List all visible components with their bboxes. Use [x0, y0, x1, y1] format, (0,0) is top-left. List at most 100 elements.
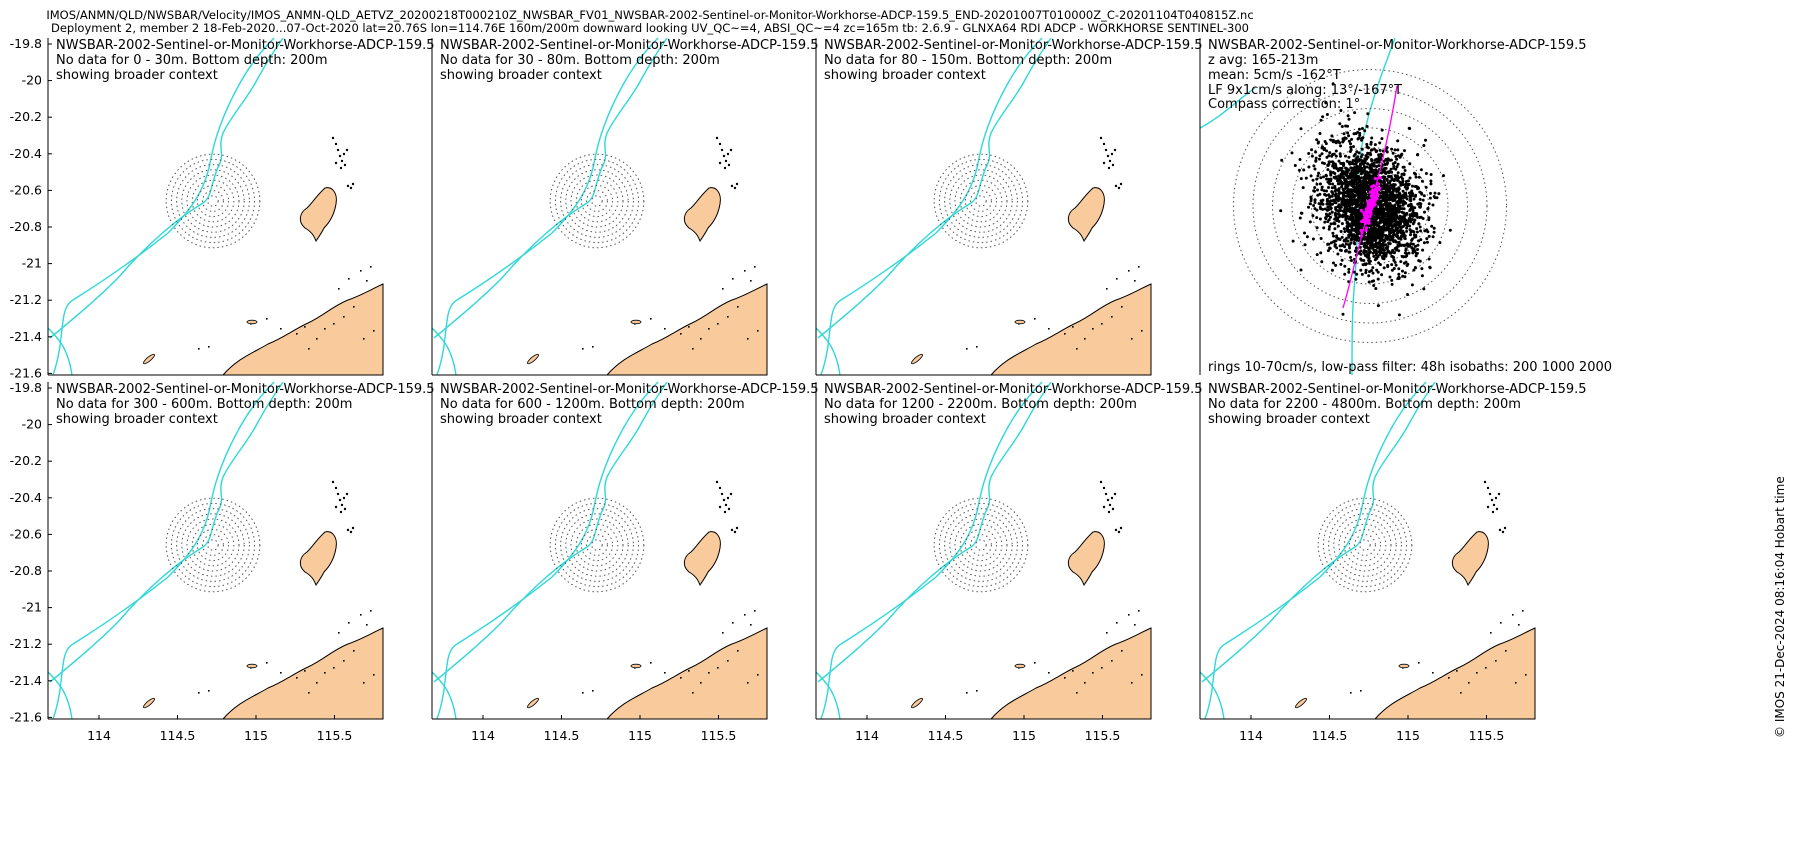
velocity-point	[1381, 233, 1385, 236]
islet	[1104, 492, 1108, 496]
reef-dot	[1131, 338, 1133, 340]
velocity-point	[1414, 193, 1418, 197]
speed-ring	[170, 502, 256, 588]
velocity-point	[1429, 191, 1432, 195]
velocity-point	[1350, 178, 1354, 182]
velocity-point	[1344, 249, 1348, 253]
velocity-point	[1382, 225, 1386, 229]
velocity-point	[1365, 142, 1369, 146]
velocity-point	[1333, 222, 1337, 226]
velocity-point	[1363, 129, 1367, 133]
reef-dot	[708, 672, 710, 674]
velocity-point	[1368, 167, 1372, 170]
velocity-point	[1316, 193, 1320, 197]
islet	[718, 161, 722, 165]
isobath-line-1	[52, 381, 275, 720]
velocity-point	[1382, 266, 1386, 270]
islet	[726, 496, 730, 500]
panel-line-2: z avg: 165-213m	[1208, 53, 1318, 68]
velocity-point	[1398, 180, 1402, 184]
velocity-point	[1360, 147, 1364, 151]
velocity-point	[1347, 139, 1351, 143]
map-panel-2: NWSBAR-2002-Sentinel-or-Monitor-Workhors…	[431, 37, 819, 376]
velocity-point	[1328, 225, 1331, 229]
reef-dot	[727, 316, 729, 318]
velocity-point	[1404, 220, 1408, 224]
velocity-point	[1403, 271, 1407, 275]
velocity-point	[1354, 162, 1357, 166]
velocity-point	[1392, 216, 1396, 220]
reef-dot	[1448, 677, 1450, 679]
reef-dot	[360, 270, 362, 272]
islet	[340, 159, 344, 163]
velocity-point	[1386, 181, 1390, 185]
lowpass-point	[1367, 218, 1371, 222]
velocity-point	[1408, 228, 1412, 232]
velocity-point	[1347, 117, 1351, 121]
speed-ring	[949, 169, 1013, 233]
velocity-point	[1411, 209, 1415, 213]
reef-dot	[664, 672, 666, 674]
velocity-point	[1362, 237, 1366, 240]
velocity-point	[1336, 139, 1340, 143]
velocity-point	[1314, 150, 1318, 154]
velocity-point	[1391, 191, 1395, 195]
velocity-point	[1386, 249, 1390, 253]
velocity-point	[1309, 174, 1313, 178]
reef-dot	[1116, 278, 1118, 280]
reef-dot	[1485, 667, 1487, 669]
velocity-point	[1360, 272, 1364, 276]
reef-dot	[1432, 672, 1434, 674]
islet	[343, 507, 347, 511]
islet	[1113, 148, 1117, 152]
speed-ring	[1333, 513, 1397, 577]
velocity-point	[1402, 233, 1406, 237]
islet	[730, 184, 734, 188]
velocity-point	[1293, 164, 1297, 167]
islet	[1495, 507, 1499, 511]
reef-dot	[1092, 672, 1094, 674]
lowpass-point	[1364, 218, 1368, 222]
reef-dot	[1111, 660, 1113, 662]
velocity-point	[1374, 245, 1378, 249]
velocity-point	[1349, 255, 1353, 259]
velocity-point	[1419, 238, 1423, 242]
y-tick-label: -20.4	[10, 490, 42, 505]
velocity-point	[1387, 174, 1391, 178]
reef-dot	[692, 692, 694, 694]
panel-line-3: showing broader context	[824, 68, 986, 83]
velocity-point	[1394, 174, 1397, 178]
y-tick-label: -21	[22, 600, 42, 615]
islet	[1490, 498, 1494, 502]
velocity-point	[1384, 158, 1388, 161]
velocity-point	[1397, 199, 1400, 203]
velocity-point	[1388, 275, 1392, 279]
reef-dot	[680, 333, 682, 335]
lowpass-point	[1364, 226, 1369, 230]
lowpass-point	[1363, 211, 1367, 215]
velocity-point	[1414, 185, 1418, 188]
velocity-point	[1403, 237, 1407, 241]
velocity-point	[1388, 179, 1392, 183]
velocity-point	[1364, 192, 1368, 196]
isobath-line-2	[817, 381, 1052, 683]
isobath-line-3	[47, 327, 73, 376]
velocity-point	[1432, 230, 1436, 234]
velocity-point	[1374, 287, 1378, 290]
reef-dot	[737, 650, 739, 652]
velocity-point	[1339, 154, 1342, 158]
velocity-point	[1433, 191, 1437, 195]
velocity-point	[1319, 176, 1323, 180]
velocity-point	[1410, 238, 1414, 242]
reef-dot	[717, 323, 719, 325]
velocity-point	[1303, 243, 1307, 247]
velocity-point	[1367, 256, 1371, 260]
velocity-point	[1372, 181, 1376, 185]
velocity-point	[1374, 168, 1378, 172]
velocity-point	[1345, 194, 1349, 198]
velocity-point	[1396, 176, 1400, 180]
velocity-point	[1420, 274, 1424, 278]
velocity-point	[1412, 268, 1416, 272]
velocity-point	[1297, 168, 1301, 172]
velocity-point	[1368, 174, 1372, 178]
